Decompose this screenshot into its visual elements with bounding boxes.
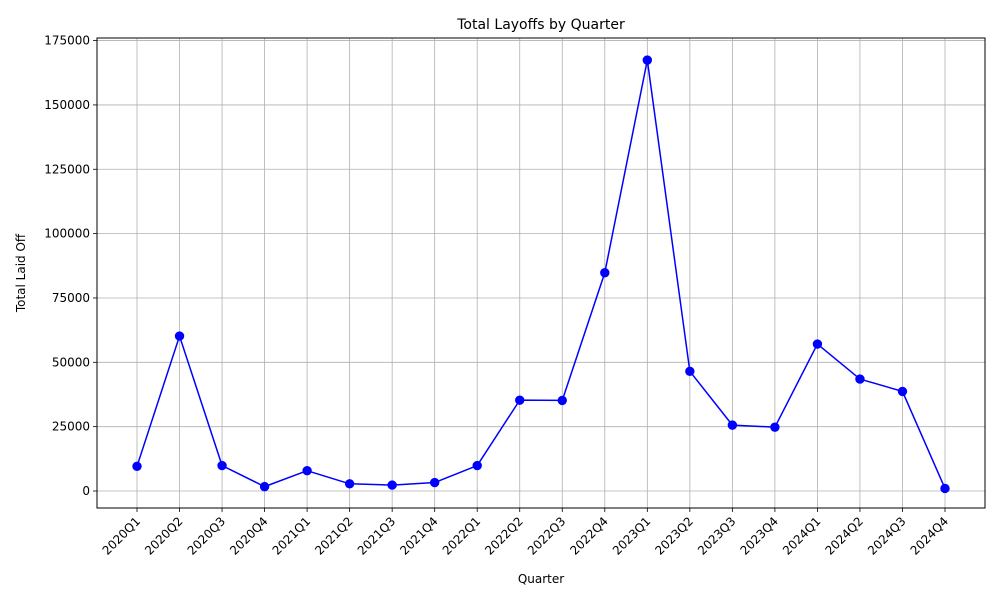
x-tick-label: 2020Q1	[100, 514, 144, 558]
data-point	[217, 460, 227, 471]
data-point	[770, 422, 780, 432]
series-layer	[132, 55, 950, 494]
data-point	[897, 386, 908, 397]
y-tick-label: 0	[82, 484, 90, 498]
data-point	[344, 479, 355, 489]
x-tick-label: 2020Q4	[227, 514, 271, 558]
y-tick-label: 50000	[52, 355, 90, 369]
y-axis-label: Total Laid Off	[14, 233, 28, 313]
y-tick-label: 175000	[44, 34, 90, 48]
data-point	[387, 480, 397, 490]
x-tick-label: 2022Q4	[567, 514, 611, 558]
grid-lines	[97, 38, 985, 508]
data-point	[515, 395, 525, 405]
y-tick-label: 75000	[52, 291, 90, 305]
data-point	[855, 374, 865, 384]
data-point	[557, 395, 567, 406]
data-point	[174, 331, 185, 341]
y-tick-label: 100000	[44, 227, 90, 241]
x-tick-label: 2023Q3	[695, 514, 739, 558]
data-point	[685, 366, 695, 377]
x-tick-label: 2021Q3	[355, 514, 399, 558]
data-point	[259, 481, 270, 492]
x-tick-label: 2023Q4	[737, 514, 781, 558]
x-tick-label: 2022Q3	[525, 514, 569, 558]
x-tick-label: 2023Q1	[610, 514, 654, 558]
data-point	[812, 339, 823, 349]
x-tick-label: 2024Q3	[865, 514, 909, 558]
series-line	[136, 59, 946, 489]
data-point	[302, 465, 312, 476]
data-point	[132, 461, 142, 472]
x-tick-label: 2020Q3	[185, 514, 229, 558]
x-tick-label: 2022Q1	[440, 514, 484, 558]
y-tick-label: 150000	[44, 98, 90, 112]
x-tick-label: 2024Q1	[780, 514, 824, 558]
x-tick-label: 2021Q4	[397, 514, 441, 558]
data-point	[940, 483, 950, 494]
y-tick-label: 25000	[52, 420, 90, 434]
x-tick-label: 2023Q2	[652, 514, 696, 558]
plot-area-frame	[96, 37, 986, 509]
x-tick-label: 2021Q1	[270, 514, 314, 558]
data-point	[429, 477, 440, 488]
x-tick-label: 2020Q2	[142, 514, 186, 558]
chart-title: Total Layoffs by Quarter	[456, 17, 625, 33]
data-point	[642, 55, 653, 65]
x-tick-label: 2024Q4	[908, 514, 952, 558]
data-point	[600, 268, 610, 278]
x-tick-label: 2024Q2	[822, 514, 866, 558]
y-tick-label: 125000	[44, 162, 90, 176]
x-tick-label: 2021Q2	[312, 514, 356, 558]
x-axis-label: Quarter	[518, 572, 564, 586]
axis-ticks: 2020Q12020Q22020Q32020Q42021Q12021Q22021…	[44, 34, 951, 558]
data-point	[727, 420, 738, 430]
x-tick-label: 2022Q2	[482, 514, 526, 558]
data-point	[472, 460, 482, 471]
